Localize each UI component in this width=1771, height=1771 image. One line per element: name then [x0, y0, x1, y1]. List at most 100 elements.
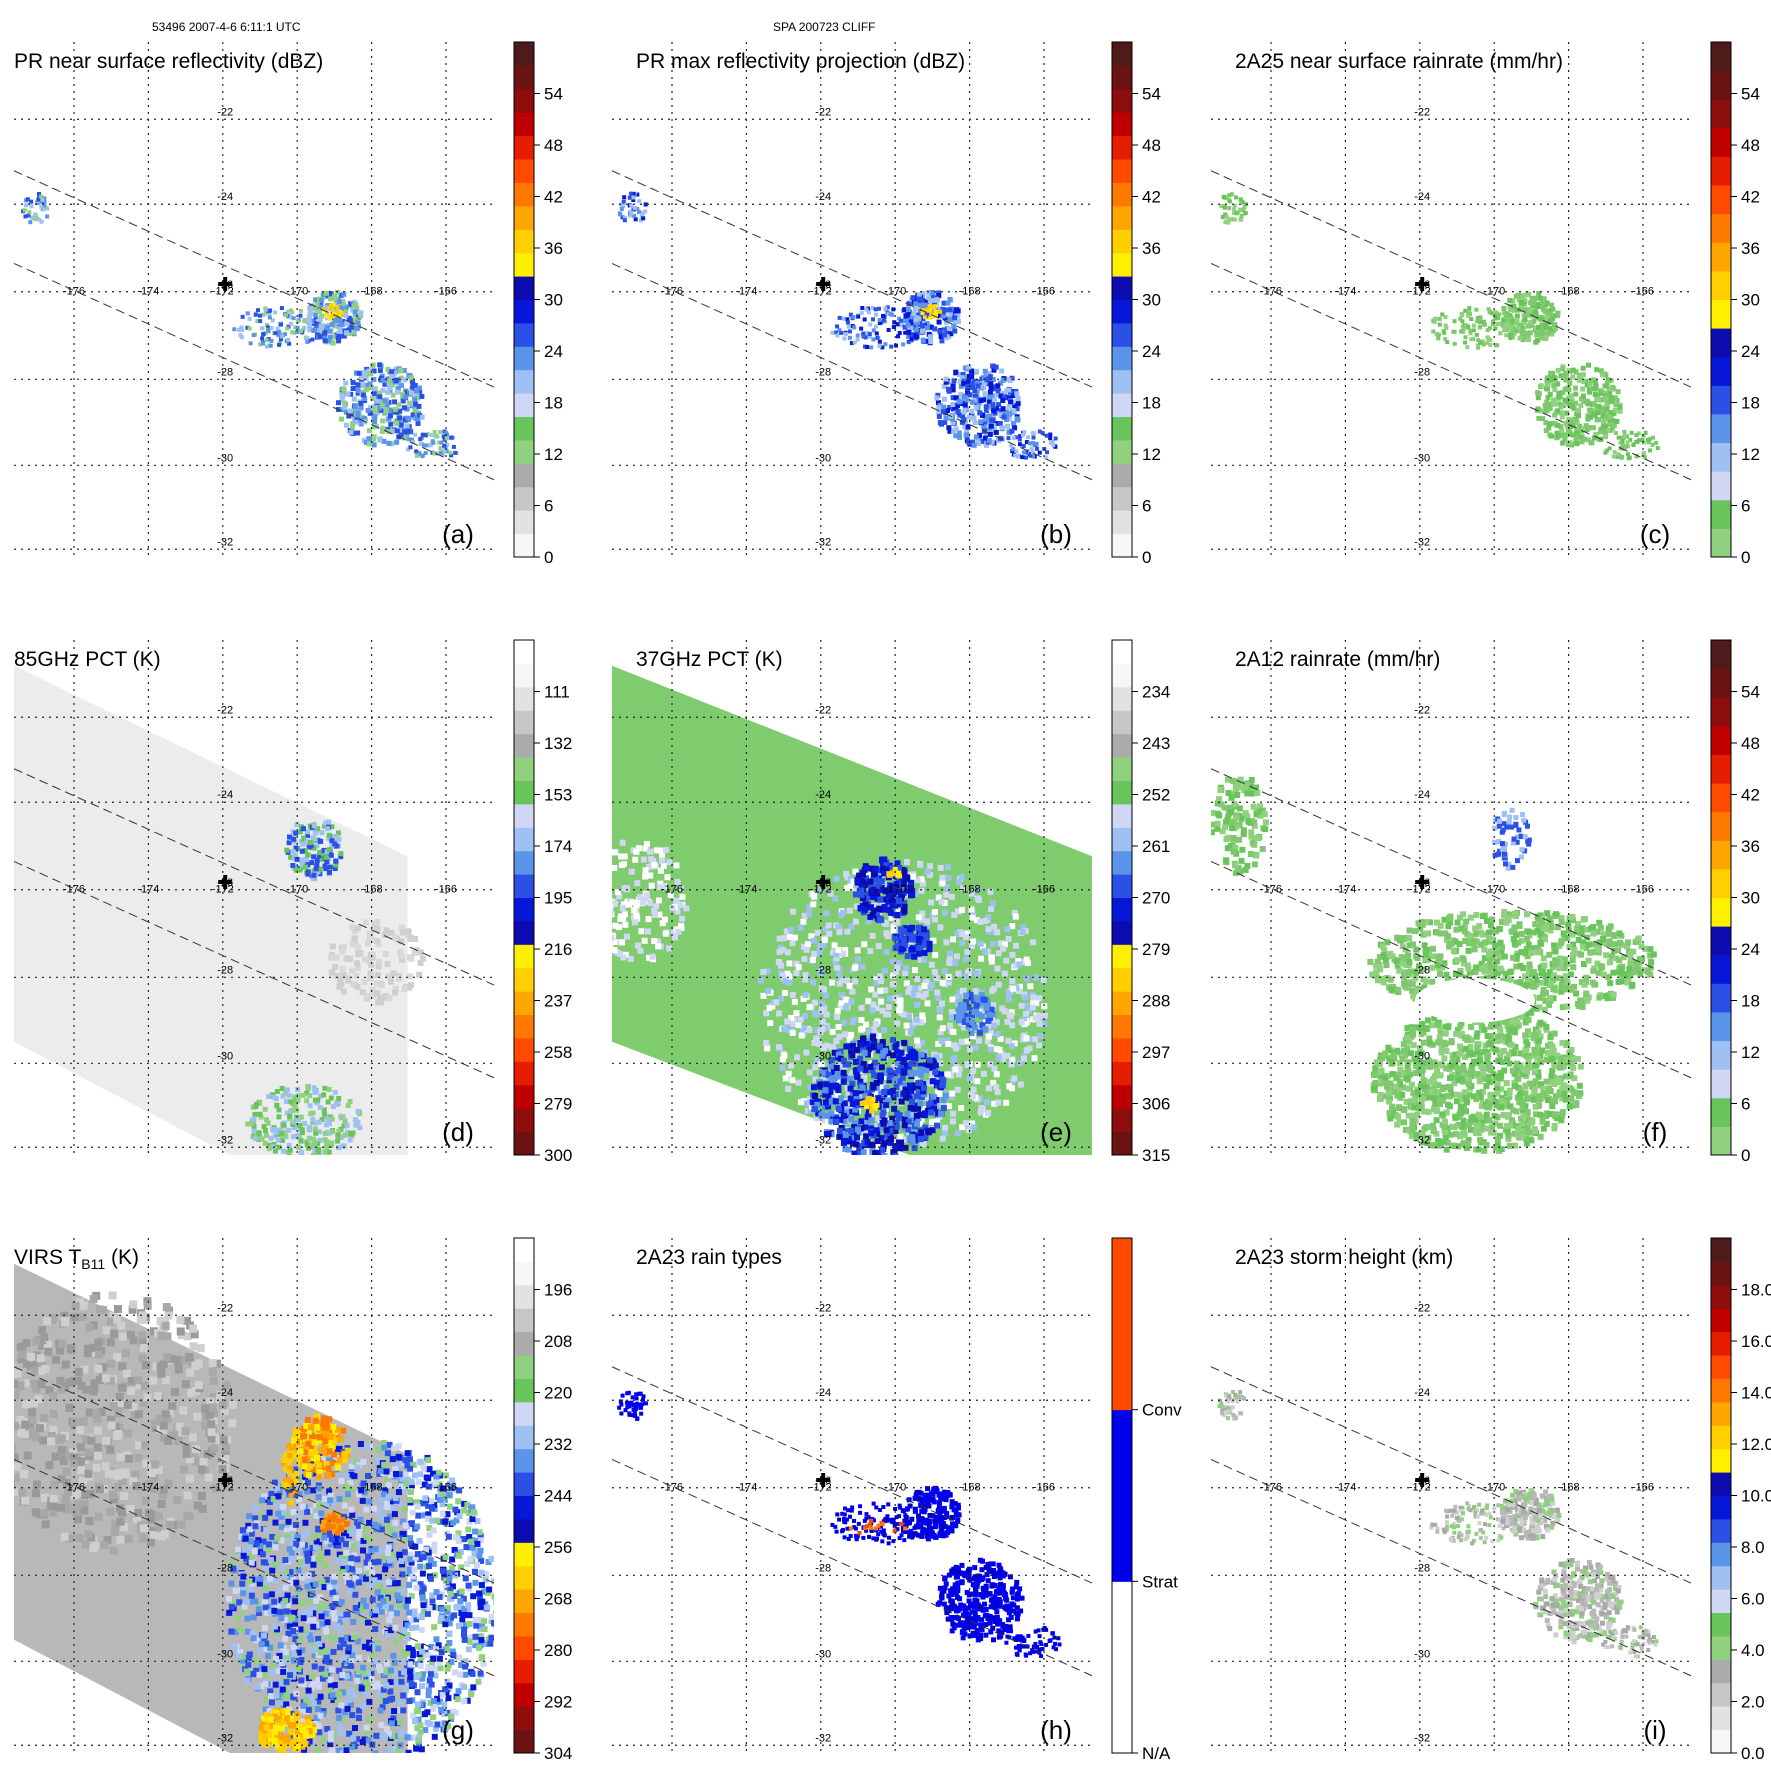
lon-label: -166 — [1033, 883, 1055, 895]
colorbar-label: 208 — [544, 1332, 572, 1351]
lon-label: -168 — [361, 1481, 383, 1493]
panel-raintype: -22-24-26-28-30-32-176-174-172-170-168-1… — [611, 1237, 1182, 1763]
colorbar-swatch — [1711, 1729, 1731, 1754]
lat-label: -30 — [217, 452, 233, 464]
colorbar-swatch — [1711, 99, 1731, 129]
colorbar-label: 12.0 — [1741, 1435, 1771, 1454]
panel-letter: (f) — [1643, 1117, 1668, 1147]
lon-label: -166 — [435, 1481, 457, 1493]
colorbar-swatch — [1112, 439, 1132, 464]
panel-title: 85GHz PCT (K) — [14, 648, 161, 671]
colorbar-label: 232 — [544, 1435, 572, 1454]
colorbar-swatch — [1112, 967, 1132, 992]
colorbar-swatch — [1711, 926, 1731, 956]
colorbar-swatch — [1112, 1495, 1132, 1582]
colorbar-label: 288 — [1142, 992, 1170, 1011]
colorbar-label: 36 — [1741, 837, 1760, 856]
storm-center-marker — [1415, 1473, 1430, 1488]
colorbar-label: 30 — [1142, 291, 1161, 310]
lat-label: -22 — [1414, 106, 1430, 118]
colorbar-swatch — [1112, 803, 1132, 828]
colorbar-swatch — [1711, 840, 1731, 870]
colorbar-label: 18 — [544, 394, 563, 413]
colorbar-label: 258 — [544, 1043, 572, 1062]
colorbar-swatch — [1711, 471, 1731, 501]
swath-edge — [611, 1458, 1093, 1677]
colorbar-swatch — [1711, 1589, 1731, 1614]
lon-label: -168 — [361, 285, 383, 297]
colorbar-label: 48 — [1142, 136, 1161, 155]
lon-label: -168 — [959, 285, 981, 297]
colorbar-label: 54 — [1142, 85, 1161, 104]
storm-center-marker — [816, 875, 831, 890]
colorbar-swatch — [514, 686, 534, 711]
data-layer — [612, 665, 1092, 1155]
lat-label: -28 — [815, 964, 831, 976]
colorbar-swatch — [1112, 733, 1132, 758]
colorbar-swatch — [1711, 185, 1731, 215]
colorbar-swatch — [1112, 205, 1132, 230]
lat-label: -32 — [815, 536, 831, 548]
colorbar-label: 48 — [544, 136, 563, 155]
panel-letter: (b) — [1040, 519, 1072, 549]
colorbar-swatch — [514, 439, 534, 464]
lon-label: -176 — [1260, 883, 1282, 895]
colorbar-label: 0.0 — [1741, 1744, 1765, 1763]
lat-label: -22 — [217, 106, 233, 118]
colorbar-swatch — [514, 533, 534, 558]
colorbar-swatch — [514, 1589, 534, 1614]
colorbar-swatch — [514, 780, 534, 805]
colorbar: 0 6 12 18 24 30 36 42 48 54 — [1111, 41, 1161, 567]
colorbar-label: 4.0 — [1741, 1641, 1765, 1660]
colorbar-swatch — [514, 1706, 534, 1731]
data-layer — [1217, 1389, 1659, 1659]
colorbar-swatch — [514, 1518, 534, 1543]
colorbar-swatch — [1711, 1378, 1731, 1403]
lat-label: -22 — [217, 704, 233, 716]
colorbar-swatch — [514, 416, 534, 441]
lat-label: -30 — [815, 1648, 831, 1660]
colorbar-swatch — [1112, 920, 1132, 945]
colorbar: 304 292 280 268 256 244 232 220 208 196 — [513, 1237, 572, 1763]
colorbar-label: 153 — [544, 786, 572, 805]
lon-label: -166 — [435, 285, 457, 297]
colorbar-swatch — [514, 663, 534, 688]
colorbar-label: 48 — [1741, 734, 1760, 753]
panel-title: PR max reflectivity projection (dBZ) — [636, 50, 965, 73]
lat-label: -28 — [1414, 366, 1430, 378]
colorbar-label: 306 — [1142, 1095, 1170, 1114]
colorbar-swatch — [1711, 1706, 1731, 1731]
colorbar-label: 12 — [1741, 445, 1760, 464]
storm-center-marker — [218, 875, 233, 890]
colorbar-swatch — [514, 159, 534, 183]
colorbar-swatch — [1711, 413, 1731, 444]
colorbar-label: 279 — [544, 1095, 572, 1114]
lon-label: -168 — [959, 1481, 981, 1493]
lon-label: -172 — [810, 285, 832, 297]
lon-label: -172 — [212, 883, 234, 895]
data-layer — [1219, 192, 1660, 461]
lat-label: -32 — [1414, 1134, 1430, 1146]
colorbar-label: 14.0 — [1741, 1384, 1771, 1403]
swath-field — [14, 665, 408, 1155]
colorbar-swatch — [1112, 1108, 1132, 1133]
storm-center-marker — [816, 1473, 831, 1488]
lat-label: -24 — [1414, 789, 1430, 801]
colorbar-label: 195 — [544, 889, 572, 908]
colorbar-label: 132 — [544, 734, 572, 753]
colorbar-label: 30 — [1741, 889, 1760, 908]
lon-label: -174 — [137, 285, 159, 297]
colorbar-label: 0 — [1741, 548, 1750, 567]
colorbar-label: 54 — [1741, 683, 1760, 702]
panel-prmax: -22-24-26-28-30-32-176-174-172-170-168-1… — [611, 41, 1161, 567]
colorbar-swatch — [1711, 1284, 1731, 1309]
colorbar-swatch — [1112, 1667, 1132, 1754]
colorbar-swatch — [1112, 710, 1132, 735]
colorbar-label: 237 — [544, 992, 572, 1011]
colorbar-swatch — [514, 967, 534, 992]
colorbar-label: 268 — [544, 1590, 572, 1609]
colorbar-swatch — [1711, 1011, 1731, 1042]
colorbar-swatch — [1711, 868, 1731, 898]
lon-label: -166 — [1033, 285, 1055, 297]
lat-label: -24 — [217, 191, 233, 203]
